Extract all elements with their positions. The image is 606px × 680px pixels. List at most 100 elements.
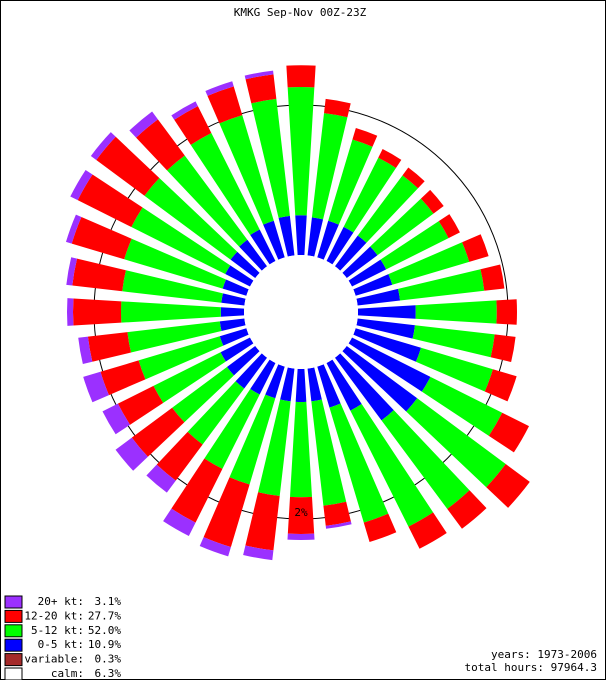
rose-segment: [311, 399, 347, 506]
legend-value: 3.1%: [95, 595, 122, 608]
legend-value: 27.7%: [88, 609, 121, 622]
rose-segment: [250, 229, 276, 265]
legend-label: 12-20 kt:: [24, 609, 84, 622]
legend-swatch: [4, 653, 23, 667]
rose-segment: [412, 325, 495, 358]
footer-years: years: 1973-2006: [491, 648, 597, 661]
rose-segment: [287, 496, 315, 534]
rose-segment: [245, 74, 277, 104]
rose-segment: [156, 431, 203, 481]
rose-segment: [115, 437, 148, 471]
rose-segment: [323, 501, 351, 526]
rose-segment: [398, 269, 485, 301]
rose-segment: [353, 328, 422, 362]
rose-segment: [220, 337, 254, 362]
rose-segment: [131, 207, 231, 275]
rose-segment: [295, 368, 307, 402]
rose-segment: [78, 336, 93, 364]
rose-segment: [163, 508, 196, 536]
rose-segment: [307, 217, 324, 257]
rose-segment: [447, 490, 487, 529]
rose-segment: [144, 178, 238, 260]
rose-segment: [342, 345, 418, 412]
calm-circle: [244, 255, 358, 369]
legend-swatch: [4, 638, 23, 652]
legend-label: 0-5 kt:: [38, 638, 84, 651]
rose-segment: [171, 458, 223, 523]
rose-segment: [334, 353, 394, 421]
rose-segment: [129, 111, 158, 138]
rose-segment: [138, 336, 224, 380]
rose-segment: [402, 167, 425, 189]
rose-segment: [230, 251, 260, 279]
legend-swatch: [4, 595, 23, 609]
rose-segment: [239, 239, 268, 271]
chart-title: KMKG Sep-Nov 00Z-23Z: [234, 6, 367, 19]
rose-segment: [488, 412, 530, 453]
legend-label: variable:: [24, 653, 84, 666]
rose-segment: [225, 265, 254, 287]
rose-segment: [278, 215, 295, 257]
rose-segment: [131, 407, 185, 457]
rose-segment: [350, 404, 434, 527]
rose-segment: [190, 132, 260, 235]
legend-value: 0.3%: [95, 653, 122, 666]
rose-segment: [415, 347, 493, 392]
rose-segment: [153, 352, 226, 403]
rose-segment: [171, 101, 198, 120]
rose-segment: [343, 157, 396, 233]
rose-segment: [251, 98, 290, 218]
footer-hours: total hours: 97964.3: [465, 661, 597, 674]
rose-segment: [72, 258, 126, 292]
rose-segment: [290, 401, 312, 498]
legend-swatch: [4, 624, 23, 638]
rose-segment: [124, 238, 226, 289]
rose-segment: [73, 298, 122, 326]
rose-segment: [352, 128, 378, 147]
rose-segment: [219, 318, 246, 331]
rose-segment: [280, 367, 295, 402]
rose-segment: [286, 65, 316, 88]
rose-segment: [219, 328, 249, 346]
rose-segment: [438, 214, 460, 239]
rose-segment: [102, 403, 131, 435]
rose-segment: [329, 403, 389, 523]
legend-label: 20+ kt:: [38, 595, 84, 608]
legend-swatch: [4, 667, 23, 680]
rose-segment: [221, 293, 246, 306]
rose-segment: [307, 367, 322, 402]
rose-segment: [83, 371, 109, 403]
rose-segment: [326, 226, 354, 265]
rose-segment: [263, 220, 285, 260]
rose-segment: [378, 149, 402, 168]
legend-value: 10.9%: [88, 638, 121, 651]
rose-segment: [199, 537, 231, 557]
rose-segment: [295, 215, 307, 256]
rose-segment: [486, 464, 530, 508]
rose-segment: [325, 521, 352, 529]
rose-segment: [370, 198, 434, 256]
rose-segment: [415, 300, 497, 324]
rose-segment: [167, 155, 248, 247]
rose-segment: [265, 364, 285, 399]
rose-segment: [203, 477, 250, 548]
rose-segment: [317, 220, 339, 260]
rose-segment: [172, 367, 234, 423]
rose-segment: [122, 270, 223, 303]
rose-segment: [356, 318, 415, 339]
legend-value: 52.0%: [88, 624, 121, 637]
rose-segment: [490, 334, 516, 363]
rose-segment: [357, 175, 418, 243]
rose-segment: [357, 305, 416, 319]
rose-segment: [334, 235, 367, 271]
rose-segment: [326, 359, 362, 411]
rose-segment: [205, 81, 234, 96]
rose-segment: [311, 113, 348, 220]
rose-segment: [342, 246, 378, 279]
rose-segment: [222, 279, 249, 296]
rose-segment: [67, 298, 74, 326]
rose-segment: [70, 169, 93, 201]
rose-segment: [66, 257, 78, 286]
rose-segment: [127, 321, 222, 353]
